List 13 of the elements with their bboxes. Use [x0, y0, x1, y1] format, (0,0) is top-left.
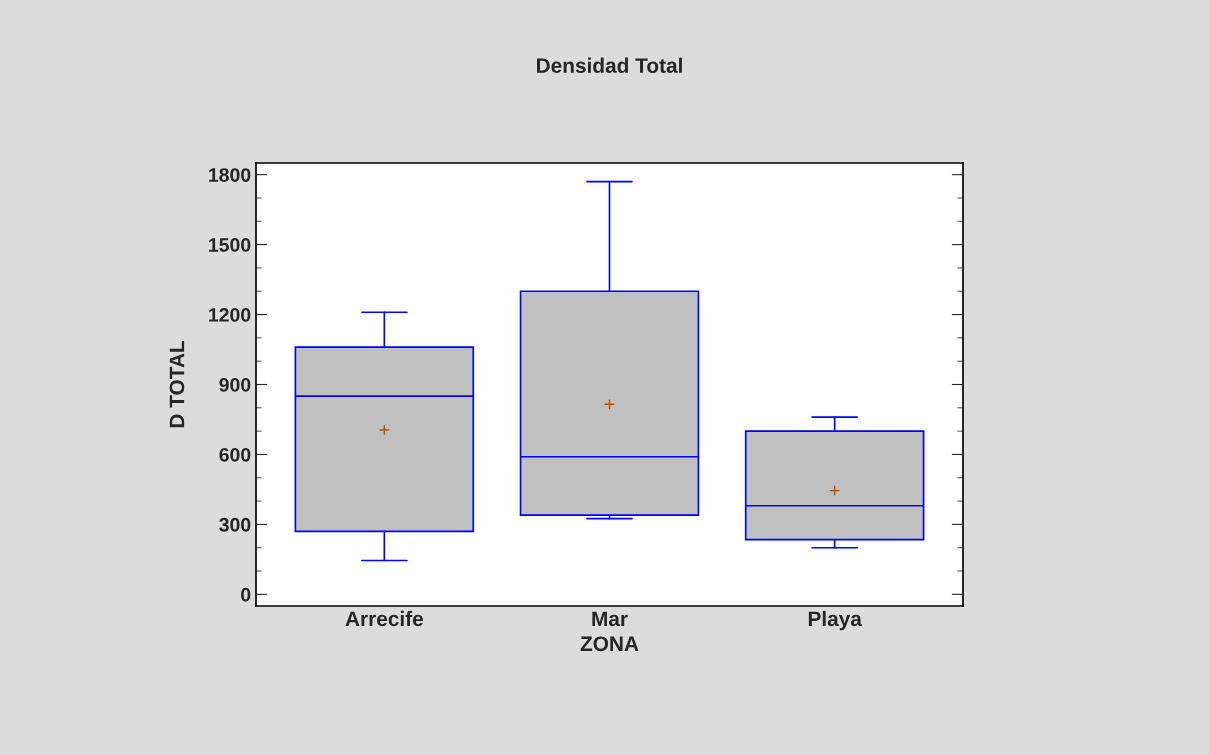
x-tick-label: Arrecife	[345, 610, 423, 627]
x-tick-label: Playa	[808, 610, 863, 631]
x-tick-label: Mar	[592, 611, 628, 627]
x-axis-title: ZONA	[580, 636, 639, 652]
y-tick-label: 300	[219, 517, 251, 532]
y-tick-label: 1200	[209, 308, 251, 322]
y-tick-label: 1800	[209, 168, 251, 182]
y-tick-label: 1500	[209, 238, 251, 252]
y-tick-label: 900	[219, 377, 251, 392]
y-axis-title: D TOTAL	[169, 340, 185, 428]
y-tick-label: 0	[241, 587, 251, 602]
y-tick-label: 600	[219, 447, 251, 462]
chart-title: Densidad Total	[537, 57, 682, 73]
